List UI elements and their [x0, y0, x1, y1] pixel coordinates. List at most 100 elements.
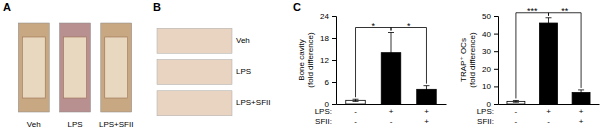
- plot-area: [507, 18, 590, 104]
- significance-label: *: [372, 21, 376, 31]
- y-axis-line: [494, 17, 499, 105]
- x-tick: +-: [389, 107, 394, 126]
- image-placeholder: [101, 23, 132, 112]
- panel-label: B: [153, 1, 161, 13]
- y-tick-mark: [494, 69, 498, 70]
- x-tick-label: +: [424, 117, 429, 126]
- y-tick-label: 24: [320, 12, 329, 21]
- y-tick: 12: [320, 56, 336, 65]
- y-tick: 18: [320, 34, 336, 43]
- x-tick: ++: [579, 107, 584, 126]
- x-tick-label: -: [390, 117, 393, 126]
- error-bar: [353, 99, 359, 101]
- x-tick-label: +: [424, 107, 429, 116]
- y-tick-mark: [332, 16, 336, 17]
- bar: [507, 101, 525, 104]
- significance-label: ***: [527, 6, 538, 16]
- x-tick: ++: [424, 107, 429, 126]
- x-row-label: SFII:: [315, 117, 332, 126]
- significance-label: **: [561, 6, 569, 16]
- error-bar: [513, 100, 519, 102]
- y-tick-mark: [494, 51, 498, 52]
- y-tick: 30: [482, 47, 498, 56]
- significance-bracket: [549, 13, 582, 88]
- y-tick-mark: [332, 60, 336, 61]
- y-tick: 40: [482, 30, 498, 39]
- image-label: LPS: [236, 67, 251, 76]
- x-row-label: SFII:: [477, 117, 494, 126]
- image-label: LPS+SFII: [99, 120, 133, 129]
- x-row-label: LPS:: [315, 107, 332, 116]
- y-tick-mark: [332, 104, 336, 105]
- x-axis: --+-++: [337, 105, 447, 126]
- y-tick-mark: [332, 38, 336, 39]
- panel-label: A: [3, 1, 11, 13]
- y-tick-label: 50: [482, 12, 491, 21]
- y-tick: 24: [320, 12, 336, 21]
- x-tick-label: -: [354, 117, 357, 126]
- y-tick: 20: [482, 65, 498, 74]
- x-tick-label: -: [547, 117, 550, 126]
- panel-label: C: [293, 1, 301, 13]
- y-tick-label: 18: [320, 34, 329, 43]
- y-tick-label: 12: [320, 56, 329, 65]
- significance-label: *: [407, 21, 411, 31]
- error-bar: [578, 90, 584, 95]
- image-placeholder: [157, 91, 232, 116]
- image-placeholder-inner: [105, 37, 128, 98]
- y-axis-title: TRAP⁺ OCs(fold difference): [459, 32, 477, 88]
- y-axis-title: Bone cavity(fold difference): [297, 32, 315, 88]
- y-tick: 6: [325, 78, 336, 87]
- x-axis: --+-++: [499, 105, 600, 126]
- image-placeholder: [157, 60, 232, 85]
- panel: 01020304050--+-++LPS:SFII:TRAP⁺ OCs(fold…: [459, 6, 600, 126]
- x-tick-label: -: [515, 117, 518, 126]
- plot-area: [346, 33, 436, 105]
- error-bar: [546, 18, 552, 29]
- image-placeholder: [157, 28, 232, 53]
- error-bar: [423, 86, 429, 93]
- panel: B Veh LPS LPS+SFII: [153, 1, 270, 116]
- significance-bracket: [356, 28, 391, 98]
- x-tick-label: +: [546, 107, 551, 116]
- panel: C06121824--+-++LPS:SFII:Bone cavity(fold…: [293, 1, 447, 126]
- image-placeholder: [60, 23, 91, 112]
- x-tick-label: -: [354, 107, 357, 116]
- y-tick-mark: [494, 34, 498, 35]
- x-row-label: LPS:: [477, 107, 494, 116]
- error-bar: [388, 33, 394, 73]
- x-axis-line: [337, 104, 447, 105]
- x-tick: --: [515, 107, 518, 126]
- image-label: LPS: [67, 120, 82, 129]
- image-placeholder: [18, 23, 49, 112]
- x-tick: +-: [546, 107, 551, 126]
- x-tick-label: -: [515, 107, 518, 116]
- x-tick-label: +: [579, 107, 584, 116]
- y-axis: 06121824: [320, 12, 336, 109]
- significance-bracket: [391, 28, 426, 84]
- y-axis: 01020304050: [482, 12, 498, 109]
- y-tick-label: 20: [482, 65, 491, 74]
- y-axis-line: [332, 17, 337, 105]
- image-label: Veh: [236, 36, 250, 45]
- x-axis-line: [499, 104, 600, 105]
- y-tick-mark: [332, 82, 336, 83]
- image-placeholder-inner: [22, 37, 45, 98]
- significance-bracket: [516, 13, 549, 99]
- figure: AVehLPSLPS+SFIIBVehLPSLPS+SFIIC06121824-…: [0, 0, 605, 137]
- y-tick-label: 30: [482, 47, 491, 56]
- x-tick-label: +: [389, 107, 394, 116]
- y-tick-mark: [494, 104, 498, 105]
- y-tick-mark: [494, 86, 498, 87]
- image-placeholder-inner: [64, 37, 87, 98]
- x-tick-label: +: [579, 117, 584, 126]
- y-tick-label: 6: [325, 78, 330, 87]
- y-tick: 50: [482, 12, 498, 21]
- y-tick-label: 40: [482, 30, 491, 39]
- y-tick: 10: [482, 82, 498, 91]
- x-tick: --: [354, 107, 357, 126]
- bar: [540, 23, 558, 104]
- image-label: Veh: [27, 120, 41, 129]
- y-tick-mark: [494, 16, 498, 17]
- image-label: LPS+SFII: [236, 98, 270, 107]
